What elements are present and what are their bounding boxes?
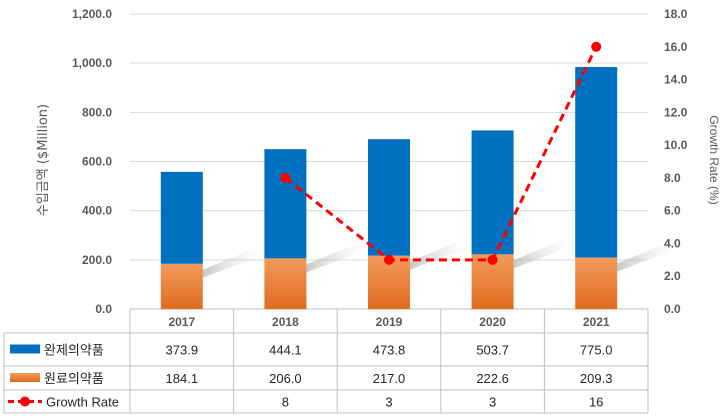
data-table: 2017 2018 2019 2020 2021 완제의약품 373.9 444.1 473.8… <box>3 309 649 414</box>
table-cell: 444.1 <box>269 343 302 358</box>
legend-label: 원료의약품 <box>44 372 104 387</box>
y-right-tick-label: 8.0 <box>664 171 681 185</box>
growth-rate-line-path <box>284 46 598 262</box>
bar-shadow <box>306 240 365 273</box>
y-tick-label: 800.0 <box>82 105 112 119</box>
bar-완제의약품 <box>160 171 203 264</box>
bar-원료의약품 <box>575 257 618 309</box>
growth-rate-point <box>280 172 291 183</box>
y-right-tick-label: 4.0 <box>664 236 681 250</box>
table-cell: 8 <box>282 395 289 410</box>
y-tick-label: 1,000.0 <box>72 56 112 70</box>
table-cell: 209.3 <box>580 371 613 386</box>
y-right-tick-label: 10.0 <box>664 138 688 152</box>
growth-rate-line <box>280 41 602 265</box>
x-tick-label: 2021 <box>583 315 610 329</box>
bar-shadow <box>617 239 676 272</box>
y-axis-ticks: 0.0 200.0 400.0 600.0 800.0 1,000.0 1,200.0 <box>72 7 112 316</box>
y-right-tick-label: 6.0 <box>664 204 681 218</box>
bar-완제의약품 <box>471 130 514 255</box>
y-tick-label: 400.0 <box>82 204 112 218</box>
table-cell: 206.0 <box>269 371 302 386</box>
table-cell: 217.0 <box>373 371 406 386</box>
y-tick-label: 0.0 <box>95 302 112 316</box>
legend-key-완제의약품 <box>10 344 40 354</box>
legend-label: 완제의약품 <box>44 344 104 359</box>
table-cell: 16 <box>589 395 603 410</box>
y-right-tick-label: 0.0 <box>664 302 681 316</box>
y-right-tick-label: 2.0 <box>664 269 681 283</box>
y-tick-label: 1,200.0 <box>72 7 112 21</box>
legend-key-marker <box>20 396 30 407</box>
x-tick-label: 2019 <box>376 315 403 329</box>
y-right-tick-label: 16.0 <box>664 40 688 54</box>
legend-key-원료의약품 <box>10 373 40 382</box>
x-tick-label: 2017 <box>168 315 195 329</box>
bar-shadow <box>202 245 261 278</box>
table-cell: 3 <box>489 395 496 410</box>
y-tick-label: 600.0 <box>82 155 112 169</box>
y-axis-title: 수입금액 ($Million) <box>36 104 51 216</box>
table-cell: 222.6 <box>476 371 509 386</box>
bar-원료의약품 <box>160 263 203 309</box>
growth-rate-point <box>591 41 602 52</box>
bar-완제의약품 <box>368 139 410 256</box>
table-cell: 473.8 <box>373 343 406 358</box>
bar-shadow <box>513 236 572 269</box>
y-axis-right-title: Growth Rate (%) <box>707 115 721 204</box>
bar-shadows <box>202 236 676 278</box>
legend-label: Growth Rate <box>46 395 119 410</box>
growth-rate-point <box>384 254 394 265</box>
x-tick-label: 2018 <box>272 315 299 329</box>
x-tick-label: 2020 <box>479 315 506 329</box>
table-cell: 3 <box>385 395 392 410</box>
table-cell: 184.1 <box>166 371 199 386</box>
table-cell: 775.0 <box>580 343 613 358</box>
table-cell: 503.7 <box>476 343 509 358</box>
y-right-tick-label: 18.0 <box>664 7 688 21</box>
y-right-tick-label: 12.0 <box>664 105 688 119</box>
table-cell: 373.9 <box>166 343 199 358</box>
y-right-tick-label: 14.0 <box>664 73 688 87</box>
bar-완제의약품 <box>264 149 307 259</box>
y-axis-right-ticks: 0.0 2.0 4.0 6.0 8.0 10.0 12.0 14.0 16.0 18.0 <box>664 7 688 316</box>
y-tick-label: 200.0 <box>82 253 112 267</box>
bar-원료의약품 <box>264 258 307 309</box>
bars <box>160 67 618 309</box>
bar-완제의약품 <box>575 67 618 258</box>
bar-shadow <box>410 237 468 270</box>
growth-rate-point <box>487 254 498 265</box>
